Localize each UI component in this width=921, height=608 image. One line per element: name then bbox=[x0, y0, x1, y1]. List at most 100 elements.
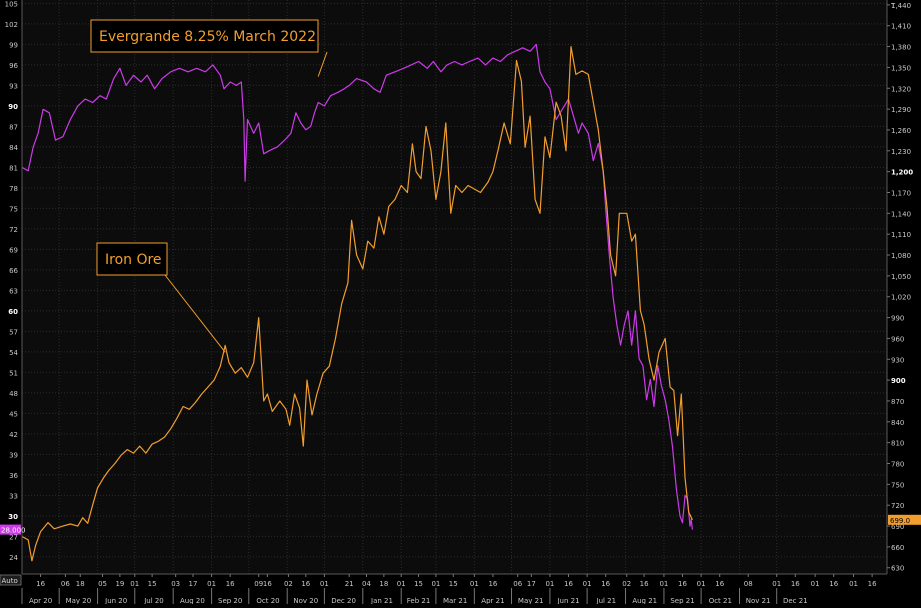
x-month-label: Jan 21 bbox=[370, 597, 393, 604]
right-tick-label: 1,140 bbox=[891, 210, 911, 218]
evergrande-value-tag-label: 28.000 bbox=[1, 527, 26, 535]
x-day-label: 16 bbox=[601, 580, 610, 588]
right-tick-label: 1,110 bbox=[891, 231, 911, 239]
right-tick-label: 990 bbox=[891, 315, 904, 323]
x-day-label: 05 bbox=[98, 580, 107, 588]
x-month-label: Sep 20 bbox=[218, 597, 242, 604]
x-axis: 16 06 18 05 19 01 15 03 17 01 16 09 16 02 16 01 21 04 18 01… bbox=[0, 573, 921, 605]
x-month-label: Jul 21 bbox=[596, 597, 617, 604]
x-month-label: Apr 20 bbox=[29, 597, 52, 604]
left-tick-label: 72 bbox=[9, 226, 18, 234]
annotation-layer: Evergrande 8.25% March 2022 Iron Ore bbox=[90, 19, 328, 353]
right-unit-marker: T bbox=[890, 2, 896, 10]
x-day-label: 16 bbox=[715, 580, 724, 588]
x-month-label: Sep 21 bbox=[670, 597, 694, 604]
iron-ore-value-tag-label: 699.0 bbox=[890, 517, 910, 525]
series-layer bbox=[21, 43, 693, 562]
x-month-label: Apr 21 bbox=[481, 597, 504, 604]
left-tick-label: 81 bbox=[9, 164, 18, 172]
x-day-label: 01 bbox=[545, 580, 554, 588]
left-tick-label: 69 bbox=[9, 246, 18, 254]
iron-ore-value-tag bbox=[888, 514, 921, 525]
right-tick-label: 900 bbox=[891, 377, 906, 385]
left-tick-label: 24 bbox=[9, 554, 18, 562]
right-tick-label: 1,230 bbox=[891, 148, 911, 156]
left-tick-label: 96 bbox=[9, 62, 18, 70]
x-day-label: 16 bbox=[36, 580, 45, 588]
x-month-label: Nov 20 bbox=[293, 597, 318, 604]
value-tag-layer: 28.000 699.0 bbox=[0, 514, 921, 535]
right-tick-label: 660 bbox=[891, 544, 904, 552]
left-tick-label: 36 bbox=[9, 472, 18, 480]
x-day-label: 03 bbox=[171, 580, 180, 588]
x-month-label: Aug 20 bbox=[180, 597, 205, 604]
x-day-label: 01 bbox=[431, 580, 440, 588]
x-day-label: 16 bbox=[829, 580, 838, 588]
iron-ore-callout-leader bbox=[164, 274, 226, 353]
x-day-label: 01 bbox=[811, 580, 820, 588]
x-day-label: 16 bbox=[263, 580, 272, 588]
right-tick-label: 930 bbox=[891, 356, 904, 364]
x-month-label: Oct 20 bbox=[256, 597, 279, 604]
x-day-label: 15 bbox=[449, 580, 458, 588]
left-tick-label: 84 bbox=[9, 144, 18, 152]
x-day-label: 16 bbox=[564, 580, 573, 588]
x-day-label: 02 bbox=[622, 580, 631, 588]
left-tick-label: 75 bbox=[9, 205, 18, 213]
right-tick-label: 1,440 bbox=[891, 2, 911, 10]
x-month-label: Mar 21 bbox=[443, 597, 467, 604]
right-tick-label: 630 bbox=[891, 565, 904, 573]
x-day-label: 01 bbox=[659, 580, 668, 588]
left-tick-label: 66 bbox=[9, 267, 18, 275]
left-tick-label: 90 bbox=[8, 103, 18, 111]
x-day-label: 01 bbox=[130, 580, 139, 588]
left-tick-label: 48 bbox=[9, 390, 18, 398]
left-tick-label: 39 bbox=[9, 451, 18, 459]
left-tick-label: 51 bbox=[9, 369, 18, 377]
left-tick-label: 78 bbox=[9, 185, 18, 193]
x-day-label: 01 bbox=[697, 580, 706, 588]
evergrande-callout-box bbox=[90, 19, 319, 53]
x-month-label: Aug 21 bbox=[632, 597, 657, 604]
right-tick-label: 780 bbox=[891, 461, 904, 469]
x-day-label: 04 bbox=[362, 580, 371, 588]
right-tick-label: 1,260 bbox=[891, 127, 911, 135]
right-tick-label: 810 bbox=[891, 440, 904, 448]
right-tick-label: 1,410 bbox=[891, 23, 911, 31]
x-day-label: 16 bbox=[791, 580, 800, 588]
x-month-label: Nov 21 bbox=[746, 597, 771, 604]
x-day-label: 01 bbox=[397, 580, 406, 588]
right-tick-label: 1,200 bbox=[891, 169, 913, 177]
x-day-label: 01 bbox=[320, 580, 329, 588]
right-axis: 630 660 690 720 750 780 810 840 870 900 930 960 990 1… bbox=[886, 0, 913, 574]
x-day-label: 01 bbox=[772, 580, 781, 588]
left-tick-label: 54 bbox=[9, 349, 18, 357]
right-tick-label: 1,170 bbox=[891, 189, 911, 197]
right-tick-label: 960 bbox=[891, 335, 904, 343]
x-day-label: 15 bbox=[148, 580, 157, 588]
x-month-label: May 21 bbox=[518, 597, 544, 604]
x-month-label: Jun 20 bbox=[104, 597, 127, 604]
x-day-label: 01 bbox=[849, 580, 858, 588]
x-month-label: May 20 bbox=[66, 597, 92, 604]
x-month-label: Dec 20 bbox=[331, 597, 356, 604]
x-day-label: 01 bbox=[583, 580, 592, 588]
left-tick-label: 60 bbox=[8, 308, 18, 316]
x-day-label: 16 bbox=[640, 580, 649, 588]
x-day-label: 06 bbox=[61, 580, 70, 588]
left-axis: 24 27 30 33 36 39 42 45 48 51 54 57 60 63 66 69 72 75 78 81… bbox=[5, 0, 23, 574]
x-day-label: 17 bbox=[527, 580, 536, 588]
right-tick-label: 1,050 bbox=[891, 273, 911, 281]
x-axis-band bbox=[0, 575, 921, 604]
grid-layer bbox=[22, 0, 887, 574]
x-day-label: 02 bbox=[284, 580, 293, 588]
left-tick-label: 93 bbox=[9, 82, 18, 90]
x-day-label: 16 bbox=[301, 580, 310, 588]
plot-area bbox=[22, 0, 887, 574]
x-day-label: 18 bbox=[379, 580, 388, 588]
left-tick-label: 42 bbox=[9, 431, 18, 439]
series-line-iron-ore bbox=[21, 45, 693, 562]
left-tick-label: 45 bbox=[9, 410, 18, 418]
right-tick-label: 1,320 bbox=[891, 85, 911, 93]
